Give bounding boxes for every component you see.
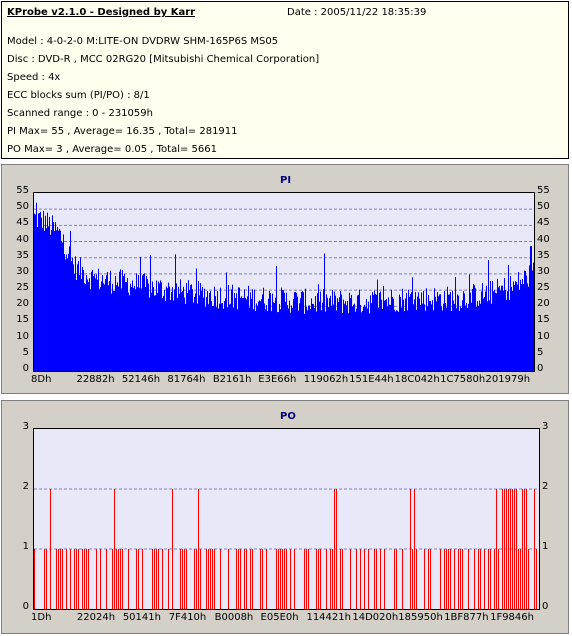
y-tick-label: 30 xyxy=(16,265,29,277)
pi-series xyxy=(34,202,534,371)
y-tick-label: 2 xyxy=(542,481,549,492)
x-tick-label: 50141h xyxy=(122,612,161,623)
y-tick-label: 40 xyxy=(537,233,550,245)
y-tick-label: 3 xyxy=(542,421,549,432)
x-tick-label: 1Dh xyxy=(31,612,52,623)
y-tick-label: 35 xyxy=(16,249,29,261)
y-tick-label: 1 xyxy=(542,541,549,552)
y-tick-label: 50 xyxy=(537,201,550,213)
y-tick-label: 20 xyxy=(537,298,550,310)
y-tick-label: 35 xyxy=(537,249,550,261)
x-tick-label: B0008h xyxy=(214,612,254,623)
disc-line: Disc : DVD-R , MCC 02RG20 [Mitsubishi Ch… xyxy=(7,54,320,65)
y-tick-label: 25 xyxy=(537,282,550,294)
x-tick-label: E05E0h xyxy=(260,612,299,623)
pi-chart-svg xyxy=(34,202,534,371)
po-chart-title: PO xyxy=(280,411,296,422)
x-tick-label: 7F410h xyxy=(168,612,207,623)
y-tick-label: 2 xyxy=(22,481,29,492)
y-tick-label: 1 xyxy=(22,541,29,552)
ecc-line: ECC blocks sum (PI/PO) : 8/1 xyxy=(7,90,150,101)
y-tick-label: 0 xyxy=(542,601,549,612)
y-tick-label: 0 xyxy=(22,363,29,374)
x-tick-label: 1F9846h xyxy=(490,612,534,623)
x-tick-label: 22024h xyxy=(76,612,116,623)
y-tick-label: 15 xyxy=(16,314,29,326)
y-tick-label: 45 xyxy=(537,217,550,229)
x-tick-label: 1C7580h xyxy=(440,374,486,385)
x-tick-label: B2161h xyxy=(212,374,252,385)
y-tick-label: 5 xyxy=(22,346,29,358)
y-tick-label: 50 xyxy=(16,201,29,213)
x-tick-label: 52146h xyxy=(121,374,161,385)
y-tick-label: 15 xyxy=(537,314,550,326)
y-tick-label: 10 xyxy=(537,330,550,342)
x-tick-label: 22882h xyxy=(76,374,115,385)
model-line: Model : 4-0-2-0 M:LITE-ON DVDRW SHM-165P… xyxy=(7,36,279,47)
y-tick-label: 10 xyxy=(16,330,29,342)
y-tick-label: 40 xyxy=(16,233,29,245)
disc-info-panel: KProbe v2.1.0 - Designed by Karr Date : … xyxy=(1,1,569,159)
pi-chart-title: PI xyxy=(280,175,292,186)
scan-date: Date : 2005/11/22 18:35:39 xyxy=(287,7,427,18)
y-tick-label: 5 xyxy=(537,346,544,358)
x-tick-label: 81764h xyxy=(167,374,206,385)
y-tick-label: 30 xyxy=(537,265,550,277)
y-tick-label: 20 xyxy=(16,298,29,310)
po-summary-line: PO Max= 3 , Average= 0.05 , Total= 5661 xyxy=(7,144,217,155)
po-series xyxy=(34,489,537,609)
x-tick-label: 1BF877h xyxy=(444,612,489,623)
x-tick-label: 201979h xyxy=(485,374,531,385)
po-chart-svg xyxy=(34,488,539,609)
x-tick-label: E3E66h xyxy=(258,374,297,385)
x-tick-label: 14D020h xyxy=(352,612,399,623)
x-tick-label: 119062h xyxy=(303,374,349,385)
speed-line: Speed : 4x xyxy=(7,72,61,83)
pi-chart-panel: PI 0 5 10 15 20 25 30 35 40 45 50 55 0 5 10 15 20 25 30 35… xyxy=(1,164,569,394)
x-tick-label: 18C042h xyxy=(394,374,440,385)
y-tick-label: 55 xyxy=(16,185,29,196)
x-tick-label: 8Dh xyxy=(31,374,52,385)
y-tick-label: 55 xyxy=(537,185,550,196)
y-tick-label: 25 xyxy=(16,282,29,294)
x-tick-label: 114421h xyxy=(306,612,351,623)
y-tick-label: 45 xyxy=(16,217,29,229)
app-title: KProbe v2.1.0 - Designed by Karr xyxy=(7,7,196,18)
range-line: Scanned range : 0 - 231059h xyxy=(7,108,153,119)
y-tick-label: 0 xyxy=(22,601,29,612)
po-chart-panel: PO 0 1 2 3 0 1 2 3 1Dh 22024h 50141h 7F410h B0008h… xyxy=(1,400,569,634)
pi-plot-area xyxy=(33,192,535,372)
x-tick-label: 151E44h xyxy=(349,374,394,385)
y-tick-label: 0 xyxy=(537,363,544,374)
y-tick-label: 3 xyxy=(22,421,29,432)
po-plot-area xyxy=(33,428,540,610)
pi-summary-line: PI Max= 55 , Average= 16.35 , Total= 281… xyxy=(7,126,238,137)
x-tick-label: 185950h xyxy=(398,612,443,623)
